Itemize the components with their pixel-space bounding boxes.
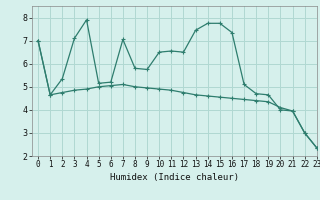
X-axis label: Humidex (Indice chaleur): Humidex (Indice chaleur) (110, 173, 239, 182)
